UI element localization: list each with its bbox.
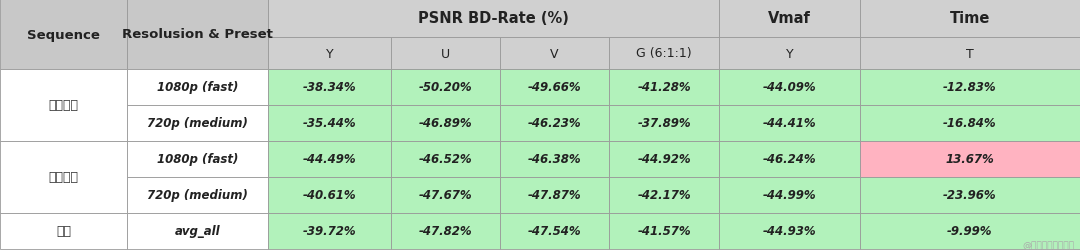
- Bar: [719, 106, 860, 142]
- Bar: [609, 106, 719, 142]
- Bar: [127, 213, 268, 249]
- Bar: [860, 177, 1080, 213]
- Bar: [719, 142, 860, 177]
- Text: @稼土掹金技术社区: @稼土掹金技术社区: [1023, 240, 1075, 249]
- Text: -35.44%: -35.44%: [302, 117, 356, 130]
- Text: -47.82%: -47.82%: [419, 224, 472, 237]
- Bar: [860, 106, 1080, 142]
- Bar: [127, 177, 268, 213]
- Text: V: V: [551, 47, 558, 60]
- Bar: [391, 38, 500, 70]
- Bar: [127, 0, 268, 70]
- Text: 平均: 平均: [56, 224, 71, 237]
- Bar: [609, 70, 719, 106]
- Text: -46.89%: -46.89%: [419, 117, 472, 130]
- Bar: [719, 0, 860, 38]
- Bar: [500, 213, 609, 249]
- Bar: [391, 106, 500, 142]
- Text: -44.49%: -44.49%: [302, 153, 356, 166]
- Text: 1080p (fast): 1080p (fast): [157, 81, 239, 94]
- Text: -44.92%: -44.92%: [637, 153, 691, 166]
- Bar: [609, 38, 719, 70]
- Text: -42.17%: -42.17%: [637, 189, 691, 202]
- Text: -47.54%: -47.54%: [528, 224, 581, 237]
- Text: -49.66%: -49.66%: [528, 81, 581, 94]
- Bar: [860, 0, 1080, 38]
- Bar: [719, 38, 860, 70]
- Text: -44.09%: -44.09%: [762, 81, 816, 94]
- Text: -44.93%: -44.93%: [762, 224, 816, 237]
- Text: Time: Time: [949, 12, 990, 26]
- Text: -46.52%: -46.52%: [419, 153, 472, 166]
- Text: Resolusion & Preset: Resolusion & Preset: [122, 28, 273, 41]
- Bar: [391, 213, 500, 249]
- Text: -37.89%: -37.89%: [637, 117, 691, 130]
- Text: avg_all: avg_all: [175, 224, 220, 237]
- Bar: [609, 142, 719, 177]
- Bar: [0, 70, 127, 142]
- Bar: [391, 142, 500, 177]
- Bar: [500, 177, 609, 213]
- Bar: [391, 177, 500, 213]
- Text: 运动视频: 运动视频: [49, 99, 79, 112]
- Text: -39.72%: -39.72%: [302, 224, 356, 237]
- Bar: [609, 177, 719, 213]
- Bar: [609, 213, 719, 249]
- Text: 720p (medium): 720p (medium): [147, 189, 248, 202]
- Text: -12.83%: -12.83%: [943, 81, 997, 94]
- Text: U: U: [441, 47, 450, 60]
- Text: -41.28%: -41.28%: [637, 81, 691, 94]
- Bar: [719, 70, 860, 106]
- Text: 游戏视频: 游戏视频: [49, 171, 79, 184]
- Text: -47.87%: -47.87%: [528, 189, 581, 202]
- Text: -41.57%: -41.57%: [637, 224, 691, 237]
- Bar: [860, 70, 1080, 106]
- Bar: [860, 38, 1080, 70]
- Bar: [127, 142, 268, 177]
- Text: -47.67%: -47.67%: [419, 189, 472, 202]
- Bar: [719, 177, 860, 213]
- Text: Vmaf: Vmaf: [768, 12, 811, 26]
- Bar: [268, 177, 391, 213]
- Text: -40.61%: -40.61%: [302, 189, 356, 202]
- Bar: [860, 142, 1080, 177]
- Text: Sequence: Sequence: [27, 28, 100, 41]
- Bar: [391, 70, 500, 106]
- Text: 13.67%: 13.67%: [945, 153, 995, 166]
- Text: 720p (medium): 720p (medium): [147, 117, 248, 130]
- Bar: [127, 70, 268, 106]
- Text: -38.34%: -38.34%: [302, 81, 356, 94]
- Bar: [268, 106, 391, 142]
- Text: -46.38%: -46.38%: [528, 153, 581, 166]
- Text: PSNR BD-Rate (%): PSNR BD-Rate (%): [418, 12, 569, 26]
- Bar: [268, 0, 719, 38]
- Text: -9.99%: -9.99%: [947, 224, 993, 237]
- Bar: [500, 38, 609, 70]
- Bar: [0, 142, 127, 213]
- Text: Y: Y: [785, 47, 794, 60]
- Bar: [268, 70, 391, 106]
- Bar: [268, 213, 391, 249]
- Text: G (6:1:1): G (6:1:1): [636, 47, 692, 60]
- Bar: [268, 142, 391, 177]
- Bar: [0, 0, 127, 70]
- Bar: [500, 142, 609, 177]
- Text: Y: Y: [325, 47, 334, 60]
- Bar: [0, 213, 127, 249]
- Bar: [719, 213, 860, 249]
- Text: -44.41%: -44.41%: [762, 117, 816, 130]
- Bar: [860, 213, 1080, 249]
- Text: -46.24%: -46.24%: [762, 153, 816, 166]
- Text: 1080p (fast): 1080p (fast): [157, 153, 239, 166]
- Bar: [500, 70, 609, 106]
- Bar: [500, 106, 609, 142]
- Bar: [268, 38, 391, 70]
- Text: -16.84%: -16.84%: [943, 117, 997, 130]
- Text: -50.20%: -50.20%: [419, 81, 472, 94]
- Text: -46.23%: -46.23%: [528, 117, 581, 130]
- Bar: [127, 106, 268, 142]
- Text: -44.99%: -44.99%: [762, 189, 816, 202]
- Text: T: T: [966, 47, 974, 60]
- Text: -23.96%: -23.96%: [943, 189, 997, 202]
